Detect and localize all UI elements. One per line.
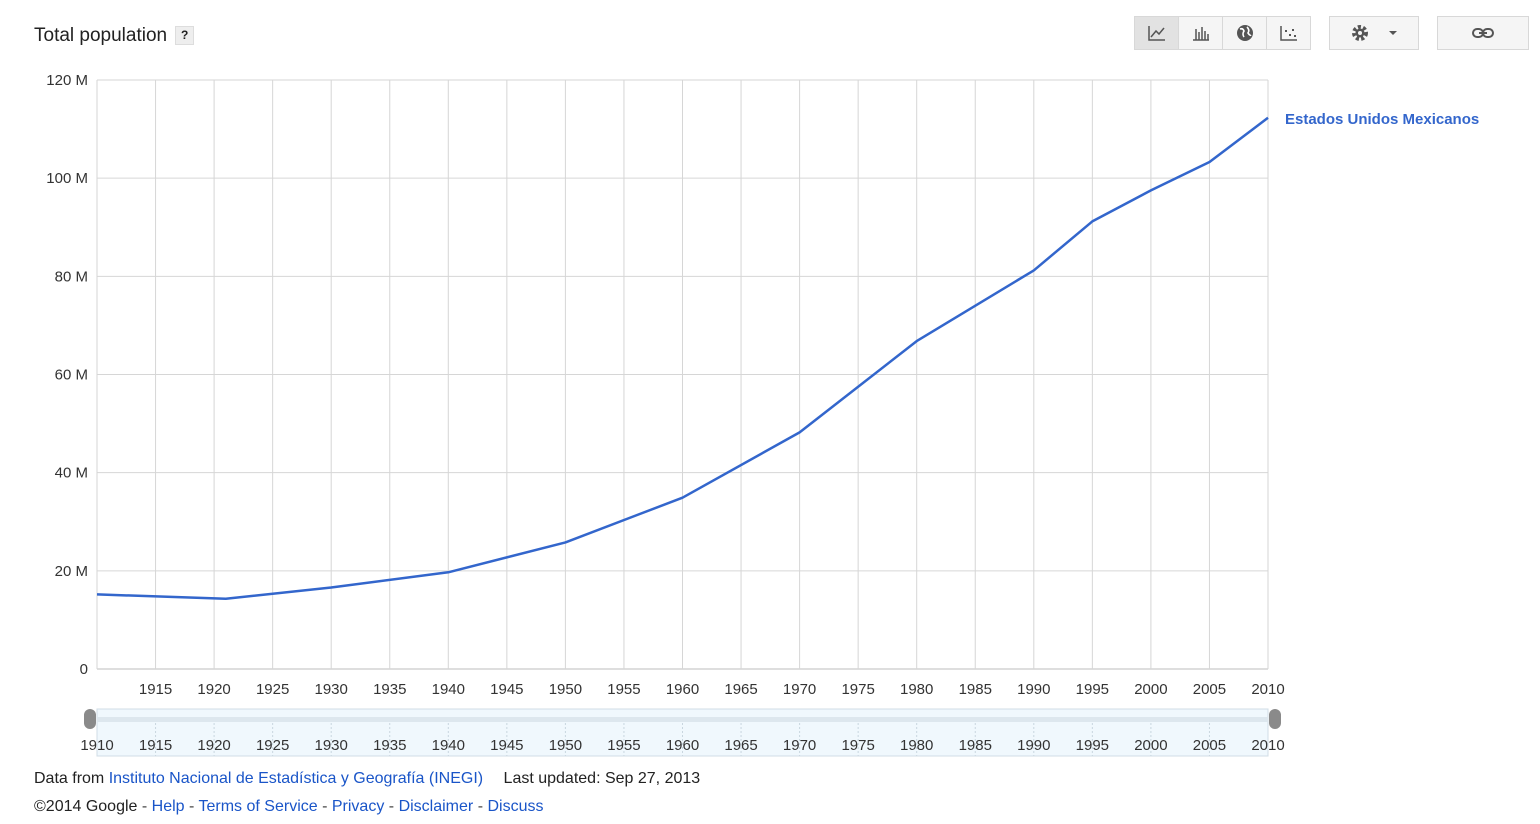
x-tick-label: 1990 — [1017, 681, 1050, 698]
series-line[interactable] — [96, 116, 1269, 601]
line-chart-icon — [1147, 26, 1165, 41]
series-legend-label[interactable]: Estados Unidos Mexicanos — [1285, 111, 1479, 128]
y-tick-label: 20 M — [55, 563, 88, 580]
discuss-link[interactable]: Discuss — [487, 798, 544, 815]
x-tick-label: 1935 — [373, 681, 406, 698]
y-tick-label: 100 M — [46, 170, 88, 187]
x-tick-label: 1980 — [900, 681, 933, 698]
x-tick-label: 1940 — [432, 681, 465, 698]
slider-handle-right[interactable] — [1269, 709, 1281, 729]
slider-tick-label: 1990 — [1017, 737, 1050, 754]
x-tick-label: 1965 — [724, 681, 757, 698]
scatter-icon — [1279, 26, 1297, 41]
settings-toolbar — [1329, 16, 1419, 50]
map-view-button[interactable] — [1222, 16, 1267, 50]
slider-handle-left[interactable] — [84, 709, 96, 729]
x-tick-label: 2010 — [1251, 681, 1284, 698]
slider-tick-label: 1965 — [724, 737, 757, 754]
y-tick-label: 80 M — [55, 268, 88, 285]
y-tick-label: 40 M — [55, 465, 88, 482]
chevron-down-icon — [1389, 31, 1397, 35]
terms-link[interactable]: Terms of Service — [198, 798, 318, 815]
x-tick-label: 1930 — [315, 681, 348, 698]
help-button[interactable]: ? — [175, 26, 195, 45]
x-tick-label: 2000 — [1134, 681, 1167, 698]
x-tick-label: 1950 — [549, 681, 582, 698]
slider-tick-label: 2005 — [1193, 737, 1226, 754]
slider-tick-label: 1985 — [959, 737, 992, 754]
last-updated: Last updated: Sep 27, 2013 — [503, 770, 701, 787]
slider-tick-label: 1930 — [315, 737, 348, 754]
y-tick-label: 60 M — [55, 367, 88, 384]
slider-tick-label: 1915 — [139, 737, 172, 754]
settings-button[interactable] — [1329, 16, 1419, 50]
x-tick-label: 1960 — [666, 681, 699, 698]
link-toolbar — [1437, 16, 1529, 50]
y-tick-label: 0 — [80, 661, 88, 678]
line-chart-button[interactable] — [1134, 16, 1179, 50]
x-tick-label: 1915 — [139, 681, 172, 698]
globe-icon — [1236, 25, 1253, 41]
slider-tick-label: 2010 — [1251, 737, 1284, 754]
x-tick-label: 1970 — [783, 681, 816, 698]
slider-tick-label: 1980 — [900, 737, 933, 754]
source-link[interactable]: Instituto Nacional de Estadística y Geog… — [108, 770, 484, 787]
slider-tick-label: 1955 — [607, 737, 640, 754]
data-from-label: Data from — [34, 770, 105, 787]
slider-tick-label: 1935 — [373, 737, 406, 754]
help-link[interactable]: Help — [151, 798, 185, 815]
x-tick-label: 1945 — [490, 681, 523, 698]
gear-icon — [1352, 25, 1368, 41]
slider-tick-label: 1960 — [666, 737, 699, 754]
link-button[interactable] — [1437, 16, 1529, 50]
bar-chart-icon — [1192, 27, 1209, 41]
slider-tick-label: 1950 — [549, 737, 582, 754]
slider-tick-label: 1925 — [256, 737, 289, 754]
chart-title: Total population — [34, 25, 168, 46]
x-tick-label: 2005 — [1193, 681, 1226, 698]
x-tick-label: 1920 — [197, 681, 230, 698]
slider-tick-label: 1970 — [783, 737, 816, 754]
x-tick-label: 1975 — [841, 681, 874, 698]
link-icon — [1472, 28, 1494, 38]
copyright: ©2014 Google — [34, 798, 138, 815]
slider-tick-label: 1995 — [1076, 737, 1109, 754]
x-tick-label: 1985 — [959, 681, 992, 698]
bar-chart-button[interactable] — [1178, 16, 1223, 50]
x-tick-label: 1925 — [256, 681, 289, 698]
x-tick-label: 1955 — [607, 681, 640, 698]
slider-tick-label: 1940 — [432, 737, 465, 754]
chart-type-toolbar — [1134, 16, 1311, 50]
copyright-line: ©2014 Google - Help - Terms of Service -… — [34, 798, 544, 815]
y-tick-label: 120 M — [46, 72, 88, 89]
disclaimer-link[interactable]: Disclaimer — [398, 798, 474, 815]
slider-tick-label: 1910 — [80, 737, 113, 754]
slider-tick-label: 1945 — [490, 737, 523, 754]
time-slider-range — [97, 717, 1268, 722]
page-title: Total population? — [34, 25, 195, 47]
slider-tick-label: 1920 — [197, 737, 230, 754]
privacy-link[interactable]: Privacy — [331, 798, 385, 815]
population-line-chart: 0 20 M 40 M 60 M 80 M 100 M 120 M 1915 1920 1925 1… — [46, 72, 1479, 757]
data-source-line: Data from Instituto Nacional de Estadíst… — [34, 770, 700, 788]
scatter-view-button[interactable] — [1266, 16, 1311, 50]
slider-tick-label: 1975 — [841, 737, 874, 754]
slider-tick-label: 2000 — [1134, 737, 1167, 754]
x-tick-label: 1995 — [1076, 681, 1109, 698]
